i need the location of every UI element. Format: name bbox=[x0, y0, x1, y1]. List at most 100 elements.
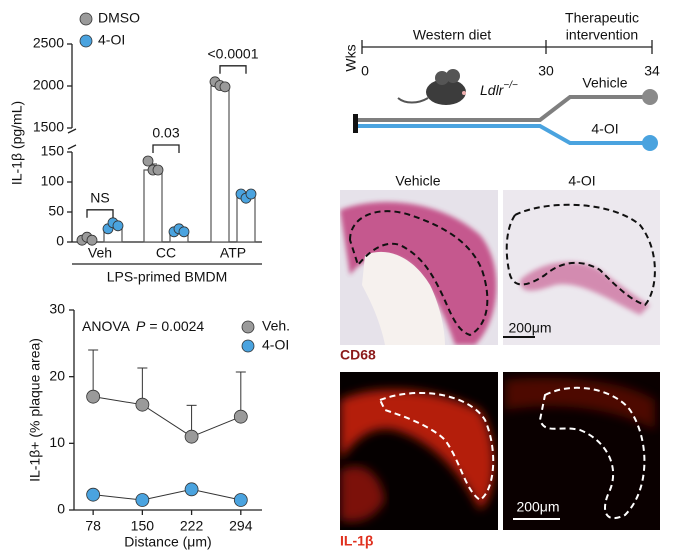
micrograph bbox=[340, 372, 498, 530]
data-point bbox=[233, 409, 248, 424]
x-tick-label: 78 bbox=[85, 518, 101, 534]
y-tick-label: 10 bbox=[49, 434, 65, 450]
y-tick-label: 100 bbox=[41, 173, 65, 189]
data-point bbox=[184, 429, 199, 444]
y-tick-label: 0 bbox=[57, 501, 65, 517]
significance-bracket bbox=[86, 209, 114, 218]
p-value: = 0.0024 bbox=[149, 318, 204, 334]
significance-label: 0.03 bbox=[152, 125, 179, 141]
mouse-ear bbox=[446, 69, 460, 83]
data-point bbox=[112, 220, 124, 232]
treatment-arm bbox=[355, 124, 650, 145]
y-tick-label: 150 bbox=[41, 143, 65, 159]
timeline: Wks 0 30 34 Western diet Therapeutic int… bbox=[343, 10, 660, 79]
line bbox=[93, 396, 241, 438]
plaque-outline bbox=[378, 391, 495, 502]
legend-label: Veh. bbox=[262, 318, 290, 334]
data-point bbox=[219, 81, 231, 93]
column-label: 4-OI bbox=[568, 173, 595, 189]
y-tick-label: 2500 bbox=[33, 35, 64, 51]
stain bbox=[505, 377, 655, 430]
arm-end bbox=[642, 89, 658, 105]
bar bbox=[236, 196, 256, 243]
mouse-ear bbox=[435, 71, 449, 85]
significance-label: <0.0001 bbox=[208, 46, 259, 62]
timeline-tick-label: 30 bbox=[538, 63, 554, 79]
data-point bbox=[142, 155, 154, 167]
data-point bbox=[245, 188, 257, 200]
arm-label: 4-OI bbox=[591, 121, 618, 137]
significance-label: NS bbox=[90, 190, 109, 206]
scale-bar-label: 200μm bbox=[516, 499, 559, 515]
mouse-nose bbox=[462, 91, 466, 95]
column-label: Vehicle bbox=[395, 173, 440, 189]
data-point bbox=[135, 493, 150, 507]
y-tick-label: 0 bbox=[56, 233, 64, 249]
timeline-tick-label: 34 bbox=[644, 63, 660, 79]
stain bbox=[340, 389, 495, 510]
stat-annotation: ANOVA P = 0.0024 bbox=[82, 318, 204, 334]
axis-break bbox=[67, 128, 77, 134]
significance-bracket bbox=[152, 144, 180, 153]
vehicle-arm bbox=[355, 95, 650, 122]
timeline-unit: Wks bbox=[343, 44, 359, 71]
stain bbox=[520, 261, 650, 315]
micrograph bbox=[503, 372, 660, 530]
line bbox=[93, 488, 241, 501]
y-tick-label: 50 bbox=[48, 203, 64, 219]
x-group-label: LPS-primed BMDM bbox=[107, 269, 228, 285]
bar bbox=[210, 85, 230, 243]
timeline-tick-label: 0 bbox=[361, 63, 369, 79]
data-point bbox=[135, 397, 150, 412]
data-point bbox=[152, 164, 164, 176]
bar bbox=[143, 169, 163, 243]
start-bar bbox=[353, 114, 358, 133]
mouse-body bbox=[426, 79, 466, 105]
stain-label: CD68 bbox=[340, 347, 376, 363]
data-point bbox=[184, 482, 199, 497]
treatment-arms: Vehicle 4-OI bbox=[353, 75, 658, 151]
data-point bbox=[86, 389, 101, 404]
plaque-outline bbox=[538, 386, 646, 520]
y-axis-label: IL-1β+ (% plaque area) bbox=[27, 338, 43, 482]
data-point bbox=[86, 487, 101, 502]
scale-bar-label: 200μm bbox=[508, 320, 551, 336]
phase-label: intervention bbox=[566, 27, 638, 43]
data-point bbox=[233, 493, 248, 507]
legend-label: 4-OI bbox=[262, 337, 289, 353]
model-label: Ldlr−/− bbox=[480, 80, 518, 98]
genotype: −/− bbox=[503, 80, 518, 91]
x-axis-label: Distance (μm) bbox=[124, 534, 211, 550]
x-tick-label: 294 bbox=[229, 518, 253, 534]
stain-label: IL-1β bbox=[340, 533, 374, 549]
significance-bracket bbox=[219, 65, 247, 74]
phase-label: Therapeutic bbox=[565, 10, 639, 26]
p-symbol: P bbox=[136, 318, 146, 334]
micrograph bbox=[503, 190, 660, 345]
data-point bbox=[86, 234, 98, 246]
y-tick-label: 1500 bbox=[33, 119, 64, 135]
legend-label: DMSO bbox=[98, 10, 140, 26]
x-tick-label: Veh bbox=[88, 245, 112, 261]
arm-label: Vehicle bbox=[582, 75, 627, 91]
legend-marker bbox=[241, 320, 255, 334]
y-tick-label: 30 bbox=[49, 301, 65, 317]
legend-label: 4-OI bbox=[98, 32, 125, 48]
y-tick-label: 20 bbox=[49, 367, 65, 383]
x-tick-label: 150 bbox=[131, 518, 155, 534]
micrograph bbox=[340, 190, 498, 345]
x-tick-label: ATP bbox=[220, 245, 246, 261]
stain bbox=[340, 466, 385, 522]
axis-break bbox=[67, 144, 77, 150]
strain: Ldlr bbox=[480, 82, 505, 98]
plaque-outline bbox=[348, 210, 489, 337]
data-point bbox=[178, 226, 190, 238]
phase-label: Western diet bbox=[413, 27, 491, 43]
x-tick-label: 222 bbox=[180, 518, 204, 534]
stat-test: ANOVA bbox=[82, 318, 131, 334]
y-tick-label: 2000 bbox=[33, 77, 64, 93]
y-axis-label: IL-1β (pg/mL) bbox=[9, 101, 25, 185]
plaque-outline bbox=[505, 203, 656, 307]
legend-marker bbox=[79, 12, 93, 26]
